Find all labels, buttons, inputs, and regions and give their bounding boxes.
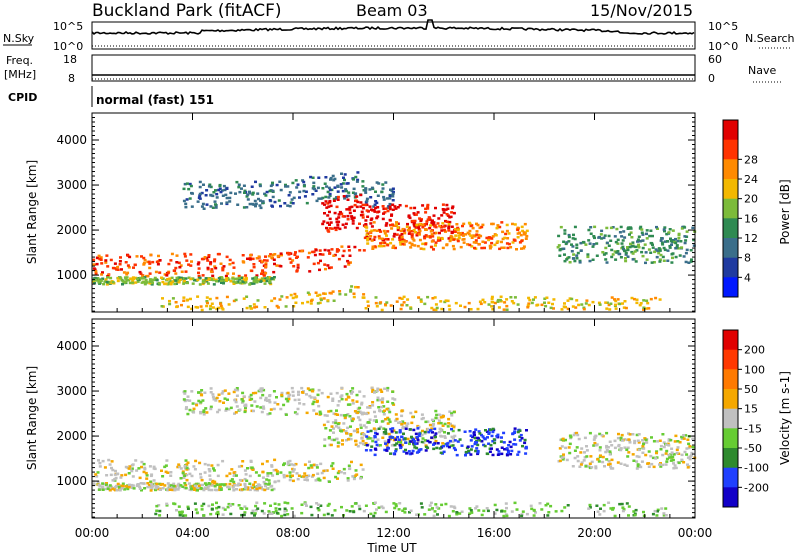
velocity-ylabel: Slant Range [km] [25,366,39,470]
site-title: Buckland Park (fitACF) [92,1,282,21]
colorbar-tick-label: 15 [744,403,758,416]
frequency-panel: Freq. [MHz] 18 8 60 0 Nave [4,53,782,85]
colorbar-segment [723,428,738,449]
date-title: 15/Nov/2015 [590,1,693,20]
colorbar-segment [723,257,738,278]
colorbar-tick-label: 200 [744,344,765,357]
colorbar-tick-label: 12 [744,232,758,245]
x-tick-label: 04:00 [175,526,210,540]
colorbar-segment [723,467,738,488]
y-tick-label: 4000 [56,133,87,147]
colorbar-segment [723,277,738,298]
colorbar-segment [723,369,738,390]
x-tick-label: 12:00 [376,526,411,540]
power-colorbar-label: Power [dB] [778,179,792,244]
power-colorbar: 4 8 12 16 20 24 28 [722,119,758,298]
cpid-mode: normal (fast) 151 [96,93,214,107]
freq-right-top: 60 [708,53,722,66]
colorbar-segment [723,487,738,508]
noise-sky-line [91,19,695,35]
colorbar-tick-label: 24 [744,173,758,186]
y-tick-label: 2000 [56,223,87,237]
y-tick-label: 4000 [56,339,87,353]
y-tick-label: 1000 [56,268,87,282]
colorbar-segment [723,159,738,180]
noise-right-top: 10^5 [708,20,738,33]
y-tick-label: 1000 [56,474,87,488]
colorbar-tick-label: 100 [744,363,765,376]
colorbar-segment [723,408,738,429]
power-panel: 1000 2000 3000 4000 Slant Range [km] [25,112,697,313]
noise-right-label: N.Search [745,32,795,45]
colorbar-segment [723,179,738,200]
colorbar-segment [723,218,738,239]
colorbar-tick-label: -50 [744,442,762,455]
colorbar-tick-label: 50 [744,383,758,396]
time-axis-label: Time UT [366,541,417,554]
x-tick-label: 16:00 [477,526,512,540]
noise-right-bottom: 10^0 [708,40,738,53]
colorbar-tick-label: 8 [744,252,751,265]
x-tick-label: 00:00 [75,526,110,540]
x-tick-label: 00:00 [678,526,713,540]
colorbar-tick-label: 20 [744,193,758,206]
cpid-label: CPID [8,91,37,104]
x-tick-label: 08:00 [276,526,311,540]
freq-left-top: 18 [63,53,77,66]
colorbar-tick-label: -100 [744,462,769,475]
noise-left-top: 10^5 [53,20,83,33]
freq-label-2: [MHz] [4,68,36,81]
freq-left-bottom: 8 [68,72,75,85]
beam-title: Beam 03 [356,1,428,20]
colorbar-tick-label: 28 [744,153,758,166]
nave-label: Nave [748,64,776,77]
colorbar-tick-label: -200 [744,481,769,494]
colorbar-segment [723,330,738,351]
x-tick-label: 20:00 [577,526,612,540]
cpid-panel: CPID normal (fast) 151 [8,86,214,107]
colorbar-segment [723,448,738,469]
colorbar-segment [723,389,738,410]
noise-left-label: N.Sky [3,32,35,45]
colorbar-segment [723,238,738,259]
colorbar-segment [723,349,738,370]
freq-label-1: Freq. [6,54,33,67]
colorbar-tick-label: 4 [744,271,751,284]
y-tick-label: 2000 [56,429,87,443]
time-axis: 00:00 04:00 08:00 12:00 16:00 20:00 00:00 [75,113,713,540]
colorbar-tick-label: -15 [744,422,762,435]
velocity-panel: 1000 2000 3000 4000 Slant Range [km] [25,318,697,519]
velocity-colorbar-label: Velocity [m s-1] [778,371,792,465]
colorbar-segment [723,139,738,160]
freq-right-bottom: 0 [708,72,715,85]
power-ylabel: Slant Range [km] [25,160,39,264]
colorbar-segment [723,120,738,141]
velocity-colorbar: 200 100 50 15 -15 -50 -100 -200 [722,329,769,508]
noise-panel: N.Sky 10^5 10^0 10^5 10^0 N.Search [3,19,795,53]
y-tick-label: 3000 [56,178,87,192]
noise-left-bottom: 10^0 [53,40,83,53]
y-tick-label: 3000 [56,384,87,398]
colorbar-tick-label: 16 [744,212,758,225]
colorbar-segment [723,198,738,219]
